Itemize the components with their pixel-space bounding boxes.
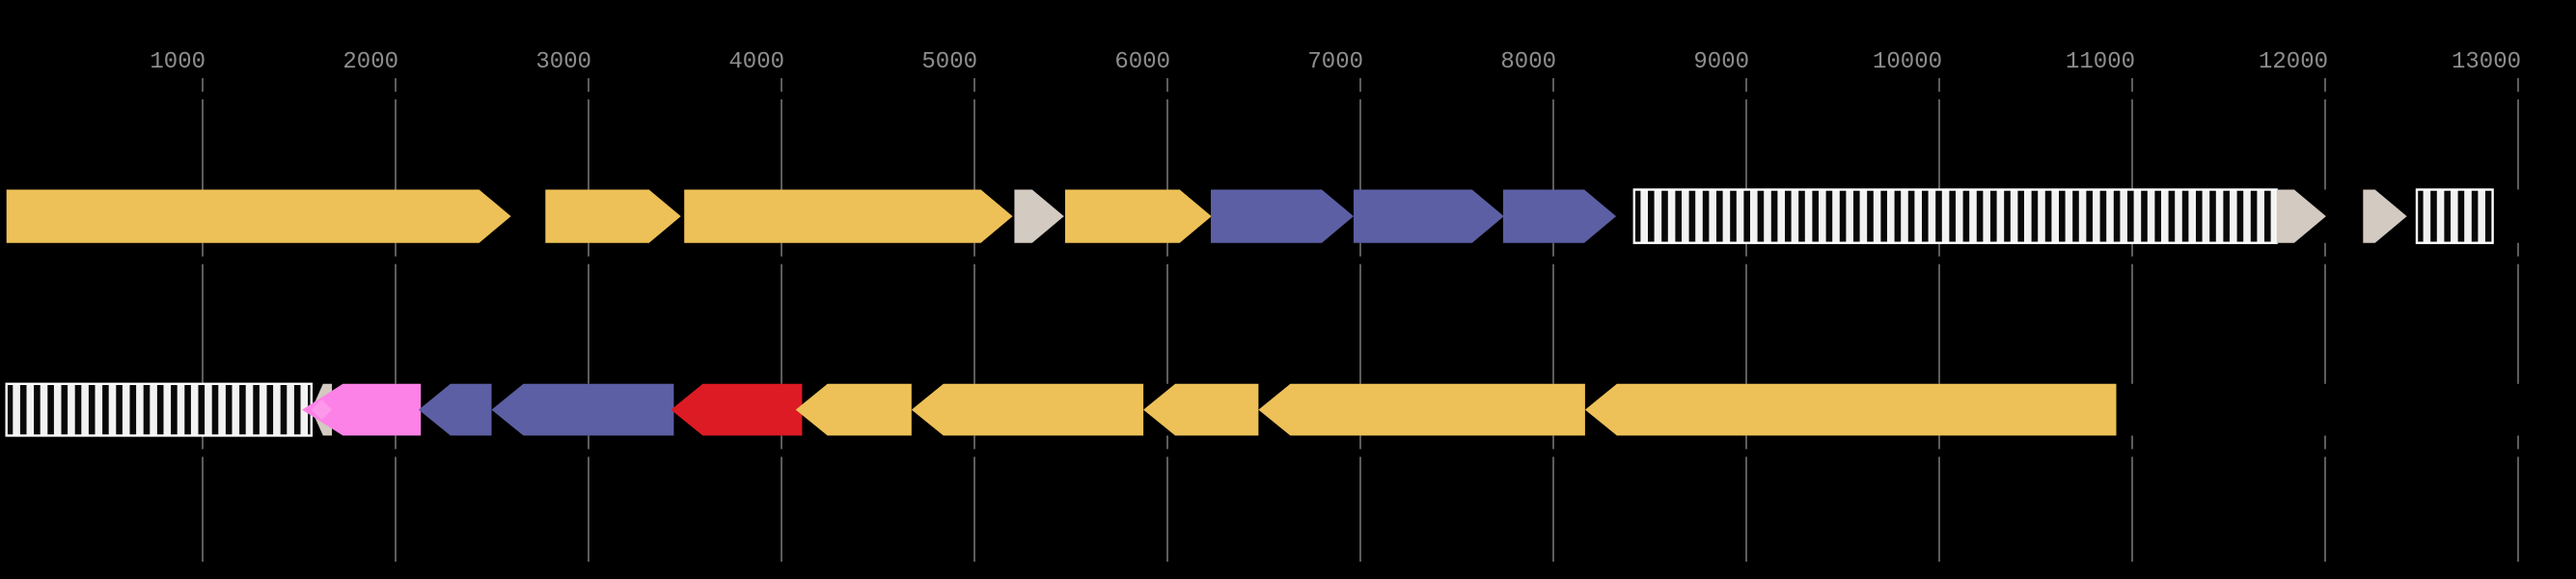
svg-text:12000: 12000 — [2259, 49, 2328, 75]
svg-text:1000: 1000 — [150, 49, 206, 75]
svg-text:9000: 9000 — [1693, 49, 1749, 75]
svg-text:2000: 2000 — [343, 49, 398, 75]
svg-text:8000: 8000 — [1500, 49, 1556, 75]
svg-text:6000: 6000 — [1114, 49, 1170, 75]
svg-text:3000: 3000 — [535, 49, 591, 75]
svg-text:13000: 13000 — [2452, 49, 2521, 75]
svg-text:7000: 7000 — [1307, 49, 1363, 75]
svg-text:4000: 4000 — [728, 49, 784, 75]
svg-text:11000: 11000 — [2066, 49, 2135, 75]
svg-text:5000: 5000 — [921, 49, 977, 75]
svg-text:10000: 10000 — [1873, 49, 1942, 75]
